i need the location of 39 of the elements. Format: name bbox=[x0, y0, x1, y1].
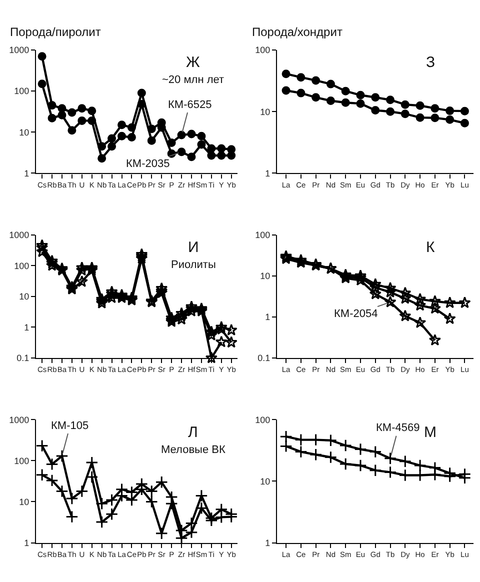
text: ~20 млн лет bbox=[162, 74, 224, 86]
y-tick-label: 100 bbox=[14, 456, 30, 466]
y-axis-title: Порода/хондрит bbox=[252, 25, 343, 39]
annotation: КМ-2035 bbox=[126, 158, 170, 170]
y-tick-label: 0.1 bbox=[16, 353, 30, 364]
y-tick-label: 1 bbox=[24, 538, 30, 548]
y-tick-label: 1000 bbox=[9, 45, 30, 56]
y-tick-label: 10 bbox=[260, 476, 270, 486]
y-axis-title: Порода/пиролит bbox=[10, 25, 102, 39]
y-tick-label: 1 bbox=[265, 312, 270, 322]
y-tick-label: 1 bbox=[265, 168, 270, 178]
chart-title: З bbox=[426, 54, 436, 71]
y-tick-label: 10 bbox=[19, 127, 30, 138]
y-tick-label: 100 bbox=[14, 86, 30, 96]
y-tick-label: 1 bbox=[24, 168, 30, 178]
chart-title: К bbox=[426, 239, 435, 256]
annotation: КМ-2054 bbox=[334, 308, 378, 320]
y-tick-label: 1 bbox=[24, 322, 30, 332]
y-tick-label: 0.1 bbox=[258, 353, 270, 364]
y-tick-label: 10 bbox=[19, 292, 30, 302]
chart-title: Ж bbox=[186, 54, 200, 71]
y-tick-label: 100 bbox=[14, 260, 30, 271]
text: Меловые ВК bbox=[161, 444, 226, 456]
chart-title: Л bbox=[188, 424, 198, 441]
text: Риолиты bbox=[171, 259, 216, 271]
y-tick-label: 10 bbox=[260, 106, 270, 117]
annotation: КМ-6525 bbox=[168, 99, 212, 111]
chart-title: М bbox=[424, 424, 436, 441]
chart-title: И bbox=[188, 239, 199, 256]
y-tick-label: 10 bbox=[260, 271, 270, 282]
y-tick-label: 100 bbox=[255, 45, 270, 56]
annotation: КМ-4569 bbox=[376, 422, 420, 434]
y-tick-label: 1 bbox=[265, 538, 270, 548]
y-tick-label: 1000 bbox=[9, 230, 30, 240]
y-tick-label: 100 bbox=[255, 414, 270, 425]
annotation: КМ-105 bbox=[51, 420, 89, 432]
y-tick-label: 100 bbox=[255, 230, 270, 240]
y-tick-label: 1000 bbox=[9, 414, 30, 425]
y-tick-label: 10 bbox=[19, 496, 30, 507]
